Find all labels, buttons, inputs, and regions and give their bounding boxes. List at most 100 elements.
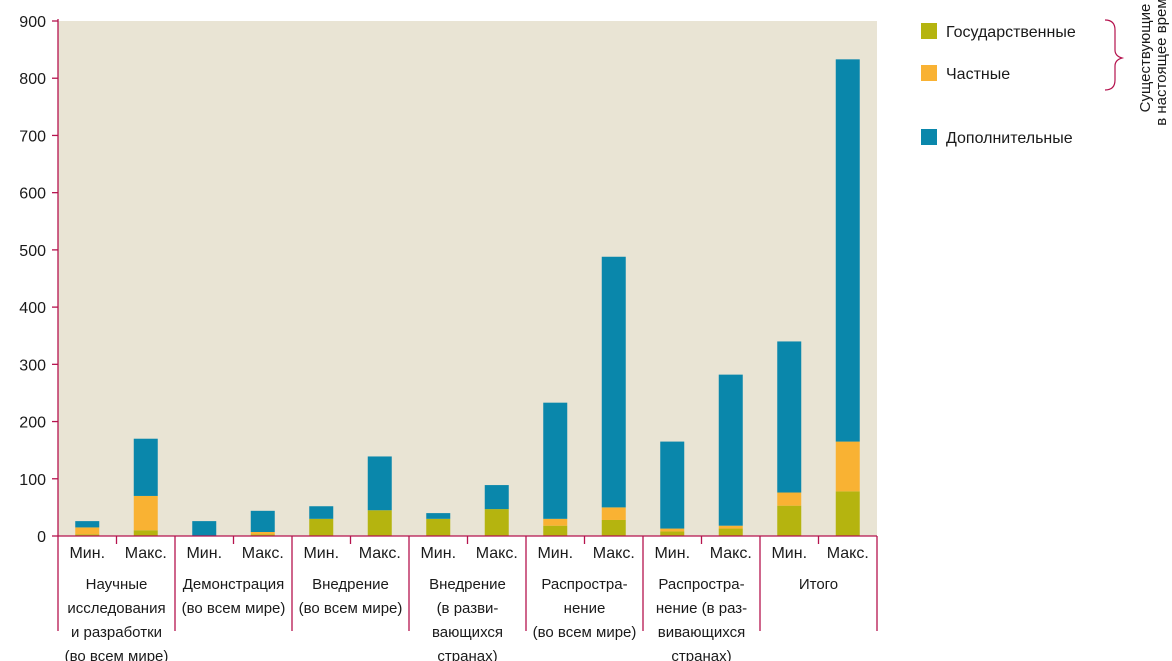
bar-segment-government xyxy=(601,519,626,536)
legend-label-additional: Дополнительные xyxy=(946,130,1073,147)
plot-background xyxy=(58,21,877,536)
axes-layer: 0 100 200 300 400 500 600 700 800 900 Мин. Макс. Нау… xyxy=(19,14,878,661)
legend-swatch-government xyxy=(921,23,937,39)
bar-segment-additional xyxy=(484,485,509,510)
y-tick-label: 800 xyxy=(19,71,46,88)
group-label-line: исследования xyxy=(67,600,165,617)
bar-segment-government xyxy=(250,534,275,536)
legend: Государственные Частные Дополнительные Суще… xyxy=(921,0,1170,147)
bar-segment-government xyxy=(309,518,334,536)
bar-sublabel: Макс. xyxy=(593,545,635,562)
bar-sublabel: Мин. xyxy=(69,545,105,562)
group-label-line: вающихся xyxy=(432,624,503,641)
y-tick-label: 300 xyxy=(19,357,46,374)
bar-segment-private xyxy=(601,507,626,520)
y-tick-label: 900 xyxy=(19,14,46,31)
y-tick-label: 700 xyxy=(19,128,46,145)
bar-segment-government xyxy=(660,531,685,536)
group-label-line: Внедрение xyxy=(429,576,506,593)
group-label-line: вивающихся xyxy=(658,624,745,641)
bar-sublabel: Макс. xyxy=(125,545,167,562)
bar-sublabel: Макс. xyxy=(242,545,284,562)
bar-sublabel: Макс. xyxy=(359,545,401,562)
bar-sublabel: Мин. xyxy=(537,545,573,562)
group-label: Внедрение (в разви-вающихся странах) xyxy=(429,576,506,661)
y-tick-label: 600 xyxy=(19,186,46,203)
group-label-line: странах) xyxy=(671,648,731,661)
bar-segment-government xyxy=(426,518,451,536)
group-label-line: Внедрение xyxy=(312,576,389,593)
legend-swatch-private xyxy=(921,65,937,81)
bar-segment-additional xyxy=(192,521,217,536)
bar-segment-government xyxy=(133,530,158,536)
bar-sublabel: Макс. xyxy=(827,545,869,562)
y-tick-label: 0 xyxy=(37,529,46,546)
bar-segment-private xyxy=(543,518,568,526)
bar-segment-additional xyxy=(309,506,334,519)
bar-segment-private xyxy=(777,492,802,506)
bar-segment-private xyxy=(133,495,158,531)
bar-sublabel: Мин. xyxy=(303,545,339,562)
bar-segment-private xyxy=(75,527,100,535)
bar-segment-government xyxy=(484,509,509,536)
group-label: Итого xyxy=(799,576,838,593)
bar-sublabel: Мин. xyxy=(420,545,456,562)
bar-segment-private xyxy=(660,528,685,532)
group-label: Распростра-нение (во всем мире) xyxy=(533,576,637,641)
bar-segment-private xyxy=(835,441,860,492)
group-label: Распростра-нение (в раз-вивающихся страна… xyxy=(656,576,747,661)
bar-sublabel: Макс. xyxy=(710,545,752,562)
bar-segment-additional xyxy=(835,59,860,442)
group-label-line: (в разви- xyxy=(437,600,499,617)
group-label-line: и разработки xyxy=(71,624,162,641)
y-tick-label: 200 xyxy=(19,415,46,432)
bar-segment-additional xyxy=(367,456,392,511)
bar-segment-private xyxy=(718,525,743,529)
group-label: Демонстрация (во всем мире) xyxy=(182,576,286,617)
bar-sublabel: Мин. xyxy=(186,545,222,562)
bar-segment-additional xyxy=(718,374,743,526)
bar-segment-additional xyxy=(660,441,685,529)
group-label-line: (во всем мире) xyxy=(299,600,403,617)
group-label-line: Итого xyxy=(799,576,838,593)
legend-swatch-additional xyxy=(921,129,937,145)
group-label-line: нение (в раз- xyxy=(656,600,747,617)
group-label-line: странах) xyxy=(437,648,497,661)
brace-label: Существующиев настоящее время xyxy=(1137,0,1170,126)
group-label-line: Научные xyxy=(86,576,148,593)
bar-sublabel: Мин. xyxy=(771,545,807,562)
bar-segment-government xyxy=(75,534,100,536)
group-label: Научные исследования и разработки (во всем … xyxy=(65,576,169,661)
bar-segment-additional xyxy=(543,402,568,519)
bar-segment-government xyxy=(777,505,802,536)
legend-brace xyxy=(1104,19,1125,91)
bar-segment-government xyxy=(367,510,392,536)
bar-segment-additional xyxy=(75,521,100,528)
y-tick-label: 100 xyxy=(19,472,46,489)
bar-segment-additional xyxy=(133,438,158,496)
y-tick-label: 400 xyxy=(19,300,46,317)
group-label-line: (во всем мире) xyxy=(65,648,169,661)
bar-sublabel: Мин. xyxy=(654,545,690,562)
bar-sublabel: Макс. xyxy=(476,545,518,562)
bars-layer xyxy=(75,59,860,536)
group-label: Внедрение (во всем мире) xyxy=(299,576,403,617)
legend-label-private: Частные xyxy=(946,66,1010,83)
group-label-line: (во всем мире) xyxy=(182,600,286,617)
group-label-line: (во всем мире) xyxy=(533,624,637,641)
bar-segment-additional xyxy=(250,510,275,532)
y-tick-label: 500 xyxy=(19,243,46,260)
group-label-line: нение xyxy=(564,600,606,617)
bar-segment-government xyxy=(835,491,860,536)
bar-segment-private xyxy=(250,531,275,535)
bar-segment-government xyxy=(718,528,743,536)
bar-segment-additional xyxy=(601,256,626,508)
legend-label-government: Государственные xyxy=(946,24,1076,41)
brace-label-line: Существующие xyxy=(1137,4,1154,113)
brace-label-line: в настоящее время xyxy=(1153,0,1170,126)
bar-segment-additional xyxy=(777,341,802,493)
group-label-line: Распростра- xyxy=(658,576,744,593)
bar-segment-government xyxy=(543,525,568,536)
group-label-line: Распростра- xyxy=(541,576,627,593)
